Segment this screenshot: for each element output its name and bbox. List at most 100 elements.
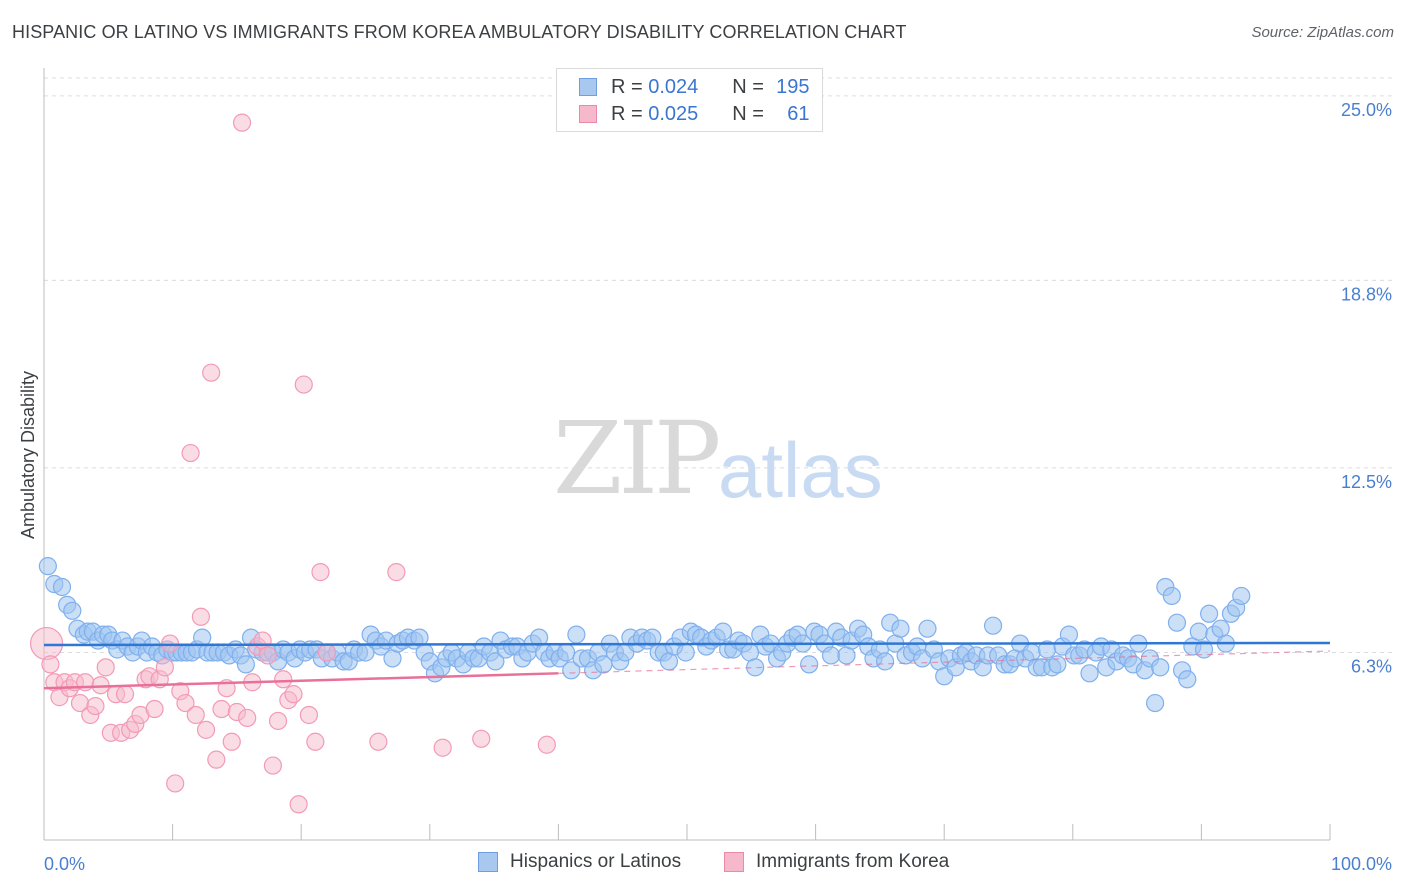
- point-korea: [222, 732, 241, 751]
- point-hispanics: [557, 643, 576, 662]
- point-korea: [166, 774, 185, 793]
- point-korea: [433, 738, 452, 757]
- point-korea: [155, 658, 174, 677]
- point-korea: [387, 563, 406, 582]
- bottom-legend-swatch-pink: [724, 852, 744, 872]
- point-hispanics: [486, 652, 505, 671]
- legend-swatch-pink: [579, 105, 597, 123]
- trend-lines: [43, 641, 1331, 690]
- point-hispanics: [1232, 586, 1251, 606]
- axes: [43, 68, 1331, 841]
- legend-n-value: 195: [776, 75, 810, 98]
- point-korea: [176, 693, 195, 713]
- bottom-legend-label: Hispanics or Latinos: [510, 851, 682, 872]
- y-axis-title: Ambulatory Disability: [18, 371, 38, 539]
- legend-r-value: 0.025: [648, 102, 699, 125]
- point-hispanics: [1151, 658, 1170, 677]
- point-hispanics: [1059, 625, 1079, 644]
- point-hispanics: [38, 557, 57, 576]
- point-korea: [238, 708, 257, 728]
- point-korea: [41, 655, 60, 674]
- point-korea: [369, 732, 388, 751]
- x-tick-label-min: 0.0%: [44, 854, 85, 874]
- point-korea: [284, 685, 303, 704]
- point-korea: [160, 634, 180, 653]
- point-korea: [86, 696, 105, 716]
- point-korea: [196, 720, 216, 739]
- bottom-legend: Hispanics or Latinos Immigrants from Kor…: [0, 851, 1406, 879]
- trend-line-hispanics: [43, 641, 1331, 647]
- point-korea: [232, 113, 252, 132]
- point-korea: [289, 795, 308, 814]
- point-hispanics: [562, 661, 581, 680]
- legend-row-korea: R = 0.025 N = 61: [579, 101, 810, 127]
- point-hispanics: [1194, 640, 1214, 659]
- point-korea: [96, 658, 115, 677]
- point-hispanics: [236, 655, 256, 674]
- point-hispanics: [918, 619, 937, 638]
- y-tick-label: 12.5%: [1341, 472, 1392, 492]
- point-hispanics: [821, 646, 841, 665]
- bottom-legend-hispanics[interactable]: Hispanics or Latinos: [478, 851, 681, 873]
- y-tick-label: 25.0%: [1341, 100, 1392, 120]
- legend-row-hispanics: R = 0.024 N = 195: [579, 74, 810, 100]
- point-korea: [207, 750, 226, 769]
- legend-n-label: N =: [732, 75, 770, 98]
- point-korea: [306, 732, 325, 751]
- y-tick-label: 6.3%: [1351, 656, 1392, 676]
- gridlines: [44, 77, 1392, 653]
- point-hispanics: [567, 625, 586, 644]
- point-hispanics: [891, 619, 910, 638]
- point-korea: [181, 443, 200, 463]
- watermark-zip: ZIP: [553, 400, 721, 517]
- watermark-atlas: atlas: [718, 426, 883, 514]
- point-hispanics: [1178, 670, 1197, 689]
- trend-line-korea-extrapolated: [558, 650, 1331, 674]
- point-korea: [191, 607, 210, 626]
- bottom-legend-label: Immigrants from Korea: [756, 851, 950, 872]
- point-korea: [311, 563, 330, 582]
- point-korea: [29, 626, 64, 661]
- point-hispanics: [1162, 586, 1181, 606]
- point-korea: [537, 735, 556, 754]
- point-hispanics: [713, 622, 733, 641]
- point-korea: [115, 685, 135, 704]
- point-hispanics: [52, 577, 72, 597]
- bottom-legend-korea[interactable]: Immigrants from Korea: [724, 851, 949, 873]
- legend-r-value: 0.024: [648, 75, 699, 98]
- legend-r-label: R =: [611, 75, 649, 98]
- point-korea: [212, 699, 231, 719]
- legend-swatch-blue: [579, 78, 597, 96]
- point-korea: [263, 756, 283, 775]
- y-tick-label: 18.8%: [1341, 284, 1392, 304]
- x-tick-label-max: 100.0%: [1331, 854, 1392, 874]
- point-korea: [145, 699, 164, 719]
- point-hispanics: [1146, 693, 1165, 713]
- legend-box: R = 0.024 N = 195 R = 0.025 N = 61: [556, 68, 823, 132]
- point-hispanics: [1200, 604, 1219, 623]
- point-korea: [317, 643, 337, 662]
- point-korea: [258, 646, 277, 665]
- point-hispanics: [983, 616, 1003, 635]
- point-hispanics: [1080, 664, 1099, 683]
- legend-r-label: R =: [611, 102, 649, 125]
- point-korea: [186, 705, 205, 725]
- point-korea: [202, 363, 221, 382]
- chart-title: HISPANIC OR LATINO VS IMMIGRANTS FROM KO…: [12, 22, 907, 42]
- point-hispanics: [875, 652, 895, 671]
- chart-source: Source: ZipAtlas.com: [1251, 24, 1394, 41]
- bottom-legend-swatch-blue: [478, 852, 498, 872]
- point-hispanics: [1189, 622, 1208, 641]
- trend-line-korea: [43, 672, 559, 690]
- legend-n-label: N =: [732, 102, 770, 125]
- point-hispanics: [676, 643, 695, 662]
- point-korea: [299, 705, 319, 725]
- point-korea: [274, 670, 293, 689]
- point-hispanics: [800, 655, 819, 674]
- series-korea-points: [29, 113, 556, 814]
- legend-n-value: 61: [787, 102, 810, 125]
- point-hispanics: [1048, 655, 1067, 674]
- point-korea: [268, 711, 288, 731]
- point-hispanics: [1167, 613, 1187, 632]
